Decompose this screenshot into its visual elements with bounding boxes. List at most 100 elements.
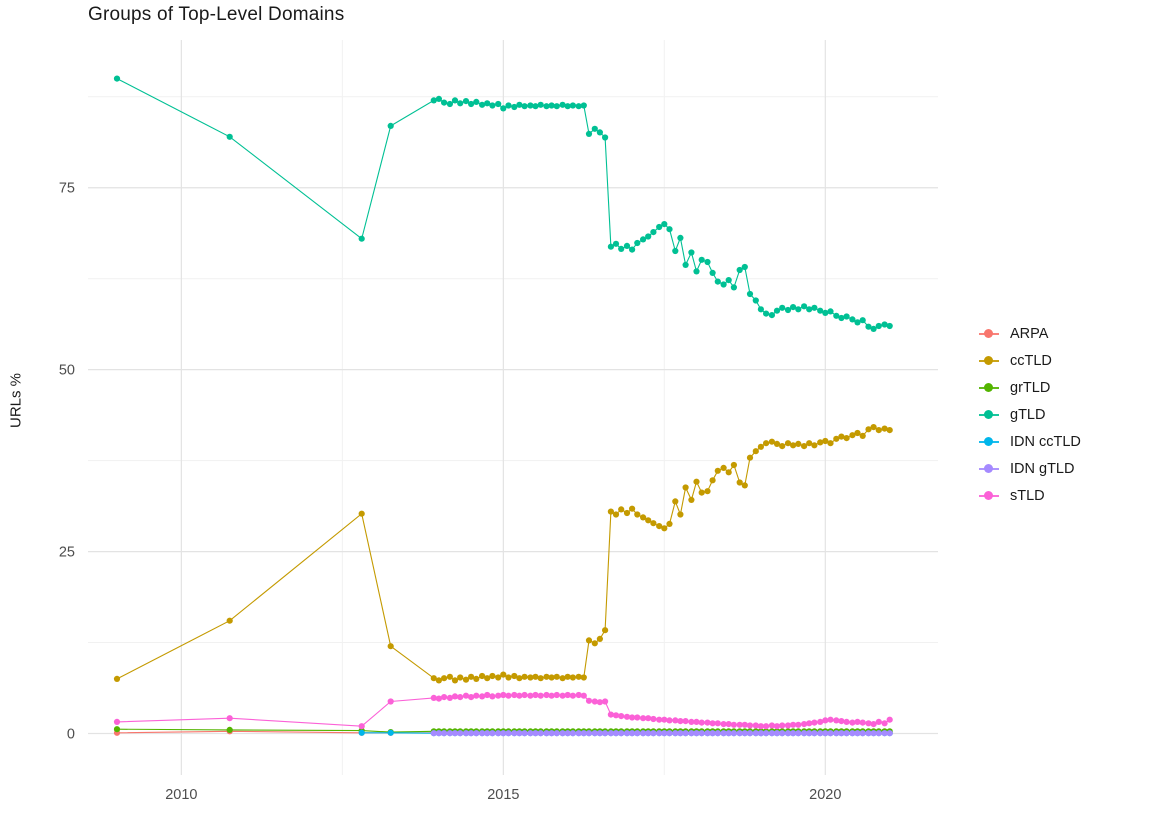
y-tick-label: 25 [59, 545, 75, 561]
data-point-idn-gtld [527, 730, 534, 737]
data-point-gtld [532, 103, 539, 110]
data-point-idn-gtld [580, 730, 587, 737]
data-point-cctld [881, 425, 888, 432]
data-point-idn-gtld [795, 730, 802, 737]
data-point-stld [559, 692, 566, 699]
data-point-cctld [602, 627, 609, 634]
data-point-gtld [725, 277, 732, 284]
data-point-cctld [113, 675, 121, 683]
data-point-gtld [537, 101, 544, 108]
data-point-stld [500, 691, 507, 699]
data-point-idn-gtld [489, 730, 496, 737]
data-point-idn-gtld [532, 730, 539, 737]
data-point-idn-gtld [640, 730, 647, 737]
data-point-stld [709, 720, 716, 727]
data-point-gtld [875, 322, 882, 330]
data-point-idn-gtld [495, 730, 502, 737]
data-point-gtld [602, 134, 609, 141]
data-point-gtld [790, 304, 797, 311]
data-point-gtld [833, 312, 840, 319]
legend-item-idn-cctld: IDN ccTLD [978, 428, 1081, 455]
data-point-stld [623, 713, 631, 720]
data-point-idn-gtld [656, 730, 663, 737]
data-point-cctld [763, 440, 770, 447]
data-point-idn-gtld [833, 730, 840, 737]
data-point-gtld [500, 105, 507, 112]
data-point-gtld [677, 234, 684, 241]
data-point-cctld [457, 674, 464, 681]
data-point-cctld [773, 440, 781, 447]
data-point-stld [645, 715, 652, 722]
data-point-cctld [838, 433, 845, 440]
data-point-cctld [704, 488, 711, 495]
data-point-stld [446, 694, 453, 702]
data-point-stld [768, 722, 776, 729]
data-point-cctld [591, 640, 598, 647]
data-point-cctld [666, 520, 673, 528]
data-point-gtld [688, 249, 695, 256]
data-point-gtld [527, 102, 534, 109]
data-point-stld [473, 692, 480, 699]
data-point-gtld [623, 242, 631, 249]
legend-key-icon [978, 327, 1000, 341]
data-point-gtld [462, 98, 470, 105]
data-point-gtld [849, 316, 856, 323]
data-point-stld [714, 720, 721, 727]
data-point-gtld [543, 103, 550, 110]
data-point-cctld [645, 517, 652, 524]
data-point-gtld [859, 317, 866, 324]
data-point-cctld [661, 525, 668, 532]
data-point-stld [725, 721, 732, 728]
data-point-cctld [387, 643, 394, 650]
data-point-gtld [596, 129, 604, 136]
data-point-cctld [650, 520, 657, 527]
data-point-gtld [746, 290, 754, 298]
data-point-stld [580, 692, 587, 699]
legend-item-idn-gtld: IDN gTLD [978, 455, 1081, 482]
data-point-cctld [446, 673, 453, 680]
data-point-idn-gtld [790, 730, 797, 737]
data-point-stld [875, 718, 882, 726]
data-point-idn-gtld [575, 730, 582, 737]
y-tick-label: 50 [59, 363, 75, 379]
data-point-gtld [473, 98, 480, 105]
data-point-stld [833, 717, 840, 724]
data-point-stld [698, 719, 705, 726]
data-point-stld [720, 721, 727, 728]
data-point-idn-gtld [666, 730, 673, 737]
data-point-idn-gtld [511, 730, 518, 737]
data-point-gtld [468, 100, 475, 108]
data-point-stld [881, 720, 888, 727]
data-point-idn-gtld [585, 730, 593, 737]
data-point-stld [661, 716, 668, 723]
data-point-stld [822, 717, 829, 724]
data-point-idn-gtld [730, 730, 738, 737]
data-point-idn-gtld [650, 730, 657, 737]
data-point-stld [495, 692, 502, 699]
data-point-idn-gtld [886, 730, 893, 737]
legend-key-icon [978, 354, 1000, 368]
data-point-stld [801, 721, 808, 728]
data-point-stld [569, 692, 577, 699]
data-point-cctld [672, 498, 679, 505]
data-point-cctld [843, 435, 850, 442]
data-point-idn-gtld [870, 730, 877, 737]
data-point-gtld [489, 102, 496, 109]
data-point-cctld [801, 443, 808, 450]
data-point-idn-gtld [629, 730, 636, 737]
data-point-idn-gtld [505, 730, 512, 737]
legend-label: grTLD [1010, 379, 1051, 396]
legend-key-icon [978, 381, 1000, 395]
data-point-gtld [521, 103, 528, 110]
data-point-idn-gtld [709, 730, 716, 737]
data-point-idn-gtld [822, 730, 829, 737]
legend-label: IDN gTLD [1010, 460, 1075, 477]
data-point-cctld [495, 674, 502, 681]
data-point-idn-gtld [817, 730, 824, 737]
data-point-stld [468, 694, 475, 701]
data-point-idn-gtld [827, 730, 834, 737]
data-point-cctld [564, 673, 571, 680]
data-point-cctld [516, 675, 523, 682]
data-point-idn-gtld [484, 730, 491, 737]
